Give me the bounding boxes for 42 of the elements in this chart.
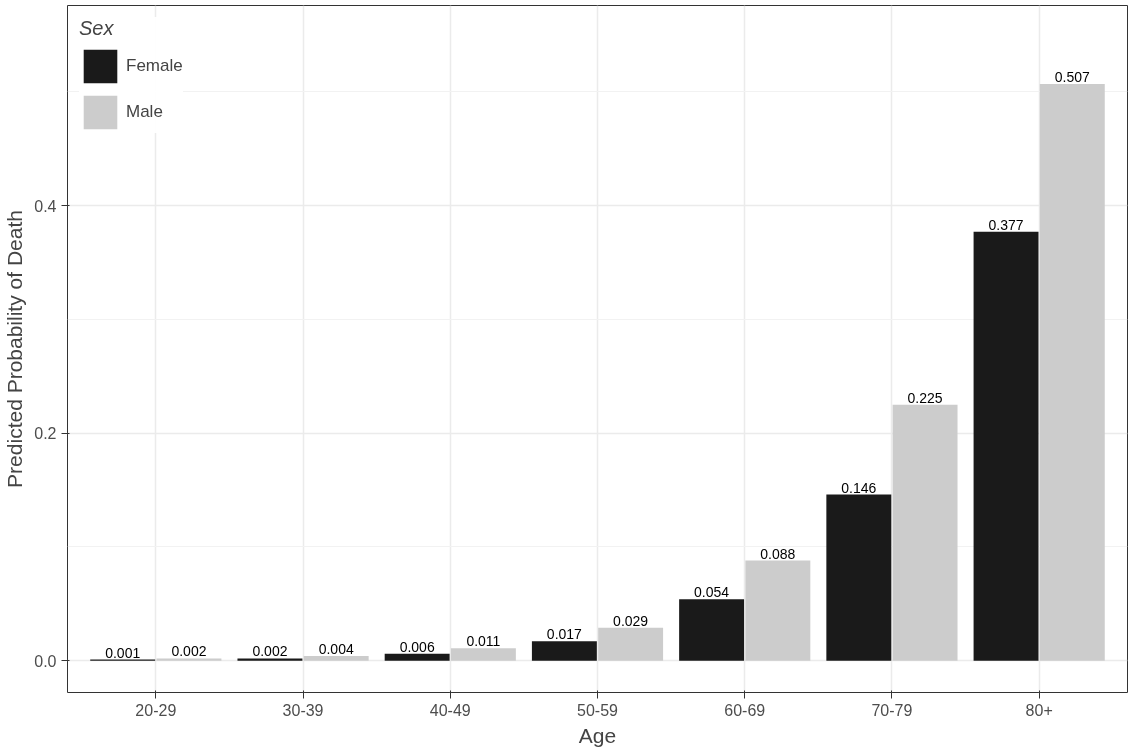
x-axis-title: Age bbox=[578, 723, 617, 747]
data-label: 0.002 bbox=[252, 643, 288, 660]
data-label: 0.011 bbox=[466, 633, 501, 650]
x-tick-label: 70-79 bbox=[871, 701, 913, 719]
bar bbox=[679, 599, 745, 661]
bar bbox=[237, 658, 303, 661]
bar bbox=[892, 404, 958, 661]
data-label: 0.054 bbox=[694, 584, 730, 601]
data-label: 0.377 bbox=[988, 216, 1024, 233]
data-label: 0.001 bbox=[105, 644, 141, 661]
bar bbox=[973, 231, 1039, 661]
y-tick-label: 0.4 bbox=[34, 197, 57, 215]
legend-label: Female bbox=[126, 56, 183, 76]
bar bbox=[531, 641, 597, 661]
x-tick-label: 50-59 bbox=[577, 701, 619, 719]
legend-label: Male bbox=[126, 102, 163, 122]
bar bbox=[384, 653, 450, 661]
data-label: 0.146 bbox=[841, 479, 877, 496]
bar bbox=[1039, 83, 1105, 661]
bar bbox=[826, 494, 892, 661]
y-tick-label: 0.0 bbox=[34, 652, 57, 670]
bar bbox=[156, 658, 222, 661]
x-tick-label: 30-39 bbox=[282, 701, 324, 719]
x-tick-label: 20-29 bbox=[135, 701, 177, 719]
legend-title: Sex bbox=[79, 17, 115, 40]
data-label: 0.507 bbox=[1054, 68, 1091, 85]
bar bbox=[745, 560, 811, 661]
data-label: 0.006 bbox=[399, 638, 435, 655]
y-tick-label: 0.2 bbox=[34, 425, 57, 443]
x-tick-label: 80+ bbox=[1025, 701, 1053, 719]
x-tick-label: 40-49 bbox=[429, 701, 471, 719]
data-label: 0.088 bbox=[760, 545, 796, 562]
data-label: 0.017 bbox=[546, 626, 583, 643]
y-axis-title: Predicted Probability of Death bbox=[3, 210, 27, 488]
data-label: 0.225 bbox=[907, 389, 943, 406]
bar bbox=[303, 656, 369, 661]
data-label: 0.004 bbox=[318, 641, 354, 658]
bar bbox=[598, 627, 664, 661]
x-tick-label: 60-69 bbox=[724, 701, 766, 719]
bar bbox=[450, 648, 516, 661]
data-label: 0.002 bbox=[171, 643, 207, 660]
data-label: 0.029 bbox=[613, 612, 649, 629]
